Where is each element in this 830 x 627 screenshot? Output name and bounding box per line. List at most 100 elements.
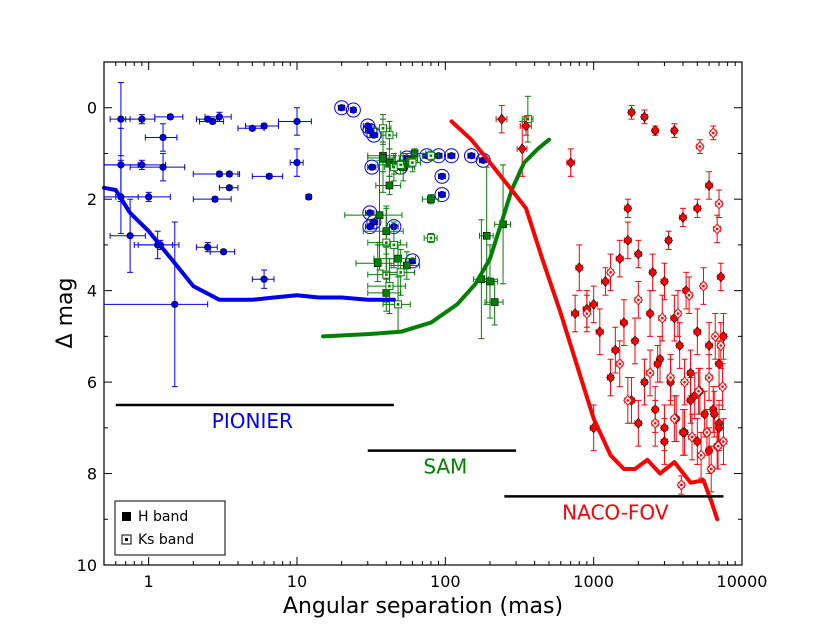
- marker: [640, 376, 649, 388]
- marker: [375, 211, 384, 219]
- naco-h-band-point: [653, 345, 663, 383]
- sam-h-band-point: [421, 194, 440, 205]
- sam-h-band-point: [473, 219, 489, 340]
- marker: [159, 133, 167, 142]
- naco-ks-band-point: [673, 290, 683, 337]
- naco-h-band-point: [630, 317, 640, 365]
- marker-ring: [434, 187, 450, 203]
- naco-ks-band-point: [645, 349, 655, 397]
- marker: [394, 254, 402, 263]
- naco-h-band-point: [660, 418, 669, 465]
- naco-ks-band-point: [684, 276, 694, 314]
- marker: [692, 202, 702, 214]
- marker-dot: [690, 435, 694, 439]
- marker-dot: [429, 154, 433, 158]
- marker-ring: [345, 102, 361, 118]
- naco-fov-detection-limit-line: [449, 119, 720, 522]
- naco-ks-band-point: [718, 418, 729, 465]
- marker-dot: [384, 273, 388, 276]
- marker-dot: [653, 421, 657, 425]
- marker: [678, 211, 688, 223]
- marker-dot: [381, 127, 385, 130]
- y-tick-label: 8: [87, 465, 97, 484]
- marker-dot: [711, 131, 715, 135]
- marker: [615, 253, 625, 265]
- pionier-companions-point: [144, 123, 178, 152]
- marker: [260, 122, 268, 130]
- naco-h-band-point: [589, 285, 599, 324]
- pionier-circled-companions-point: [362, 219, 378, 235]
- marker: [660, 436, 669, 448]
- legend-ks-band-label: Ks band: [138, 532, 194, 548]
- sam-h-band-point: [375, 175, 402, 196]
- marker-ring: [362, 219, 378, 235]
- marker: [704, 340, 714, 351]
- marker: [521, 120, 531, 132]
- y-tick-label: 6: [87, 373, 97, 392]
- naco-h-band-point: [633, 239, 643, 269]
- marker-dot: [392, 165, 396, 169]
- naco-h-band-point: [709, 390, 719, 438]
- marker-dot: [676, 312, 680, 315]
- pionier-companions-point: [245, 122, 279, 130]
- marker-dot: [637, 298, 640, 302]
- marker: [686, 394, 695, 406]
- marker-ring: [434, 168, 450, 184]
- naco-ks-band-point: [704, 354, 714, 401]
- marker: [427, 195, 435, 203]
- sam-ks-band-point: [421, 150, 440, 161]
- naco-ks-band-point: [710, 313, 720, 360]
- naco-h-band-point: [519, 116, 532, 136]
- marker: [145, 193, 153, 201]
- naco-h-band-point: [610, 326, 620, 374]
- marker: [610, 344, 620, 356]
- marker-dot: [648, 371, 652, 375]
- marker-dot: [626, 399, 630, 402]
- marker-dot: [384, 241, 388, 244]
- marker: [438, 172, 446, 180]
- marker: [669, 125, 679, 137]
- naco-h-band-point: [640, 109, 649, 125]
- marker-dot: [717, 202, 721, 206]
- marker: [633, 417, 643, 429]
- marker: [601, 276, 610, 287]
- marker: [648, 266, 658, 278]
- naco-h-band-point: [645, 290, 655, 337]
- marker: [159, 163, 167, 171]
- marker: [379, 154, 387, 162]
- marker: [265, 172, 273, 180]
- marker: [623, 202, 633, 214]
- series-layer: [102, 82, 729, 522]
- naco-ks-band-point: [676, 475, 686, 495]
- pionier-companions-point: [216, 170, 241, 178]
- marker: [166, 113, 174, 121]
- marker: [630, 335, 640, 347]
- naco-h-band-point: [606, 358, 615, 397]
- marker: [204, 243, 212, 251]
- marker-dot: [699, 453, 703, 457]
- y-tick-label: 10: [77, 556, 97, 575]
- naco-h-band-point: [595, 308, 605, 356]
- naco-h-band-point: [601, 267, 610, 296]
- y-tick-label: 4: [87, 282, 97, 301]
- sam-ks-band-point: [384, 152, 403, 182]
- naco-ks-band-point: [696, 431, 706, 479]
- naco-ks-band-point: [605, 253, 616, 292]
- x-tick-label: 1: [144, 572, 154, 591]
- pionier-circled-companions-point: [463, 148, 479, 164]
- marker: [675, 340, 685, 351]
- sam-ks-band-group: [367, 95, 534, 333]
- y-tick-label: 0: [87, 99, 97, 118]
- marker: [403, 261, 411, 270]
- legend-box: [114, 500, 226, 556]
- sam-h-band-point: [367, 143, 396, 173]
- naco-ks-band-point: [623, 377, 633, 424]
- marker-dot: [687, 293, 691, 297]
- naco-h-band-point: [692, 308, 702, 356]
- naco-h-band-point: [495, 104, 508, 134]
- marker-dot: [429, 236, 433, 240]
- marker-dot: [618, 362, 622, 366]
- marker: [211, 195, 219, 203]
- marker: [566, 157, 576, 169]
